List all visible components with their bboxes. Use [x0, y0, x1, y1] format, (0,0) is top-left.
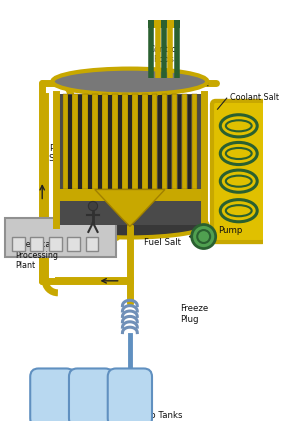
Circle shape	[192, 225, 216, 248]
Bar	[112, 95, 118, 190]
FancyBboxPatch shape	[212, 101, 266, 242]
Text: Freeze
Plug: Freeze Plug	[181, 304, 209, 324]
Bar	[148, 95, 152, 188]
FancyBboxPatch shape	[69, 368, 113, 427]
Text: Chemical
Processing
Plant: Chemical Processing Plant	[15, 240, 59, 270]
Text: Emergency Dump Tanks: Emergency Dump Tanks	[78, 411, 182, 420]
Bar	[192, 95, 197, 190]
Bar	[182, 95, 187, 190]
Bar	[178, 95, 181, 188]
Bar	[142, 95, 148, 190]
Bar	[102, 95, 108, 190]
Polygon shape	[95, 190, 165, 226]
Bar	[78, 95, 82, 188]
Bar	[92, 95, 98, 190]
Text: Reactor: Reactor	[91, 92, 124, 102]
Bar	[67, 237, 80, 251]
Ellipse shape	[52, 212, 207, 237]
Text: Fuel Salt: Fuel Salt	[144, 238, 181, 247]
Bar	[30, 237, 43, 251]
Bar	[12, 237, 25, 251]
Bar	[148, 20, 154, 28]
Bar	[154, 20, 161, 28]
Bar	[122, 95, 128, 190]
Bar	[85, 237, 99, 251]
Bar	[56, 190, 204, 201]
Circle shape	[88, 201, 98, 211]
Bar	[62, 95, 68, 190]
Bar	[108, 95, 112, 188]
Ellipse shape	[52, 69, 207, 95]
Text: Pump: Pump	[218, 226, 243, 236]
Text: Control
Rods: Control Rods	[149, 45, 179, 64]
Bar	[128, 95, 132, 188]
Bar	[161, 20, 167, 28]
Bar	[118, 95, 122, 188]
Bar	[49, 237, 62, 251]
Bar	[82, 95, 88, 190]
Bar	[138, 95, 142, 188]
Bar	[98, 95, 102, 188]
Bar	[188, 95, 191, 188]
Bar	[162, 95, 167, 190]
Bar	[88, 95, 92, 188]
Bar	[72, 95, 78, 190]
Text: Purified
Salt: Purified Salt	[49, 144, 82, 163]
Bar	[132, 95, 138, 190]
FancyBboxPatch shape	[30, 368, 74, 427]
FancyBboxPatch shape	[108, 368, 152, 427]
Bar	[167, 20, 174, 28]
Bar	[168, 95, 172, 188]
Bar	[172, 95, 177, 190]
Bar	[158, 95, 162, 188]
Bar	[174, 20, 180, 28]
Bar	[152, 95, 158, 190]
Bar	[68, 95, 72, 188]
Bar	[5, 218, 116, 257]
Text: Coolant Salt: Coolant Salt	[229, 92, 279, 102]
Bar	[56, 95, 204, 225]
